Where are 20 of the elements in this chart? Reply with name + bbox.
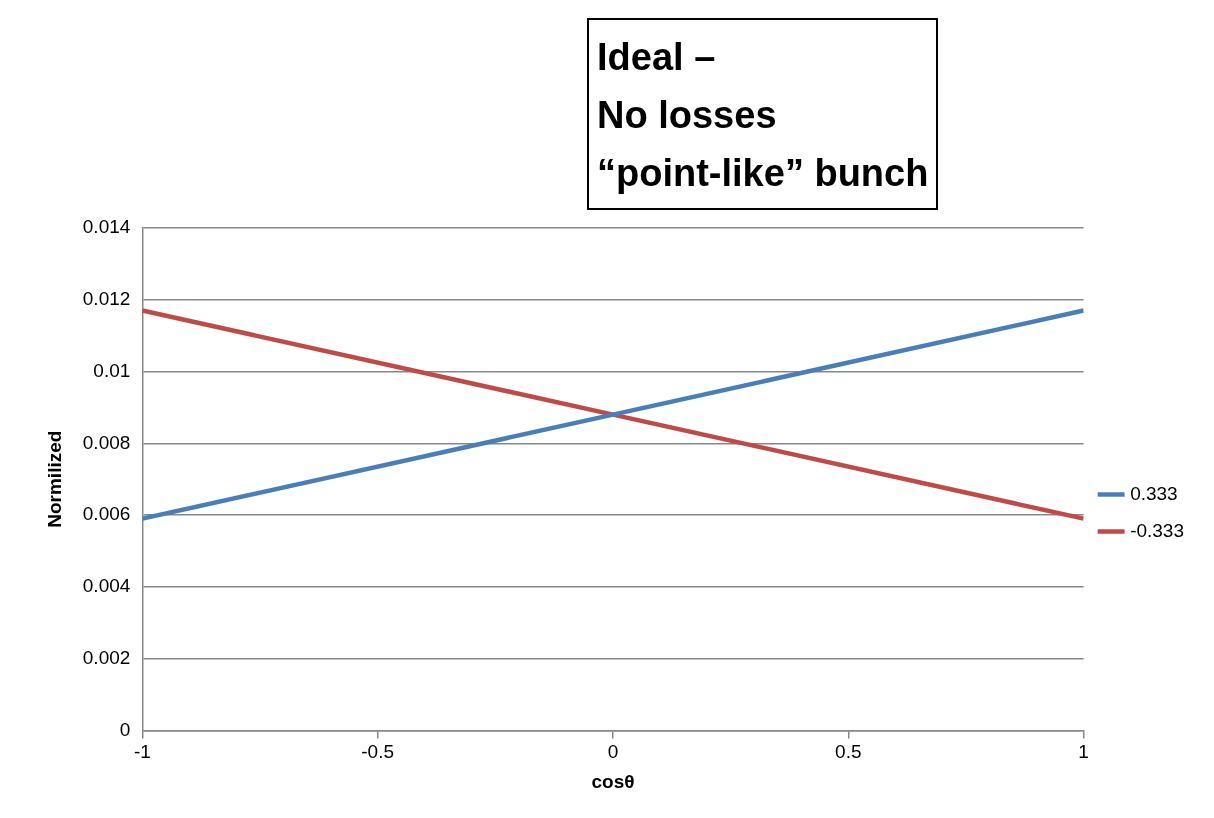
y-tick-label: 0.012 bbox=[82, 288, 131, 310]
y-tick-label: 0.008 bbox=[82, 431, 131, 453]
x-tick-label: -0.5 bbox=[361, 741, 395, 763]
y-axis-title: Normilized bbox=[43, 430, 65, 528]
y-tick-label: 0.006 bbox=[82, 503, 131, 525]
x-tick-label: 0 bbox=[607, 741, 619, 763]
text: Ideal – bbox=[597, 35, 717, 80]
y-tick-label: 0.004 bbox=[82, 575, 131, 597]
y-tick-label: 0 bbox=[119, 718, 131, 740]
legend-label: -0.333 bbox=[1130, 519, 1184, 541]
y-tick-label: 0.01 bbox=[93, 359, 131, 381]
x-tick-label: -1 bbox=[133, 741, 151, 763]
y-tick-label: 0.002 bbox=[82, 646, 131, 668]
x-axis-title: cosθ bbox=[591, 770, 635, 792]
legend-label: 0.333 bbox=[1130, 482, 1178, 504]
text: “point-like” bunch bbox=[597, 151, 929, 196]
x-tick-label: 1 bbox=[1078, 741, 1089, 763]
y-tick-label: 0.014 bbox=[82, 216, 131, 238]
x-tick-label: 0.5 bbox=[835, 741, 862, 763]
text: No losses bbox=[597, 93, 778, 138]
